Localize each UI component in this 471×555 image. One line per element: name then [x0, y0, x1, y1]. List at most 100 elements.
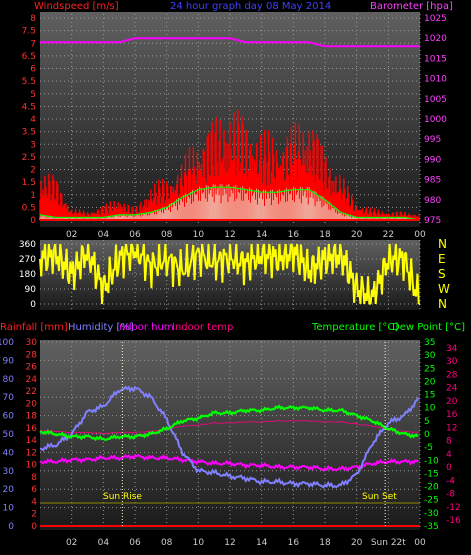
direction-trace — [101, 279, 105, 305]
direction-trace — [160, 263, 164, 270]
sunset-label: Sun Set — [362, 492, 397, 502]
direction-trace — [288, 243, 292, 262]
rainfall-tick-label: 2 — [31, 510, 37, 520]
windspeed-tick-label: 6.5 — [22, 52, 36, 62]
direction-trace — [128, 243, 133, 271]
bottom-hour-label: 18 — [319, 538, 331, 548]
direction-trace — [73, 268, 77, 290]
rainfall-tick-label: 0 — [31, 522, 37, 532]
direction-trace — [153, 257, 157, 268]
rainfall-tick-label: 22 — [26, 387, 37, 397]
direction-trace — [180, 269, 185, 275]
direction-trace — [268, 243, 272, 256]
direction-trace — [367, 276, 371, 305]
temperature-tick-label: 25 — [424, 364, 435, 374]
windspeed-tick-label: 6 — [30, 65, 36, 75]
bottom-hour-label: 12 — [224, 538, 235, 548]
windspeed-tick-label: 0 — [30, 216, 36, 226]
direction-trace — [158, 243, 162, 266]
humidity-tick-label: 70 — [3, 393, 15, 403]
temperature-tick-label: -15 — [424, 469, 439, 479]
direction-trace — [405, 252, 409, 273]
direction-trace — [274, 249, 278, 270]
direction-trace — [166, 256, 171, 265]
barometer-tick-label: 995 — [424, 135, 441, 145]
direction-trace — [87, 243, 91, 261]
direction-trace — [215, 262, 219, 281]
compass-label: N — [438, 237, 447, 251]
direction-trace — [317, 246, 321, 266]
indoor-temp-tick-label: 8 — [446, 437, 452, 447]
rainfall-tick-label: 28 — [26, 350, 38, 360]
direction-tick-label: 0 — [30, 300, 36, 310]
windspeed-tick-label: 2.5 — [22, 153, 36, 163]
humidity-line — [39, 385, 420, 489]
temperature-tick-label: 10 — [424, 404, 436, 414]
direction-trace — [139, 253, 143, 265]
direction-trace — [396, 265, 400, 276]
direction-trace — [151, 252, 155, 259]
sunrise-label: Sun Rise — [103, 492, 142, 502]
direction-trace — [44, 243, 48, 271]
direction-trace — [201, 243, 205, 254]
barometer-tick-label: 985 — [424, 176, 441, 186]
direction-trace — [59, 243, 63, 257]
direction-trace — [179, 249, 183, 270]
rainfall-tick-label: 20 — [26, 399, 38, 409]
humidity-tick-label: 20 — [3, 485, 15, 495]
temperature-tick-label: -20 — [424, 483, 439, 493]
wind-series — [39, 37, 421, 221]
indoor-temp-tick-label: 20 — [446, 397, 458, 407]
indoor-temp-tick-label: 0 — [446, 463, 452, 473]
temperature-tick-label: 0 — [424, 430, 430, 440]
windspeed-ticks: 0 0.5 1 1.5 2 2.5 3 3.5 4 4.5 5 5.5 6 6.5 7 7.5 8 — [22, 14, 37, 226]
barometer-tick-label: 980 — [424, 196, 441, 206]
humidity-tick-label: 100 — [0, 338, 14, 348]
barometer-tick-label: 1010 — [424, 75, 447, 85]
direction-trace — [229, 243, 233, 261]
temperature-ticks: -35 -30 -25 -20 -15 -10 -5 0 5 10 15 20 25 30 35 — [424, 338, 439, 532]
temperature-tick-label: 15 — [424, 391, 435, 401]
dewpoint-axis-title: Dew Point [°C] — [392, 322, 465, 333]
hour-tick-label: 02 — [66, 230, 77, 240]
indoor-temp-tick-label: 16 — [446, 410, 458, 420]
humidity-tick-label: 80 — [3, 375, 15, 385]
direction-trace — [221, 248, 225, 283]
direction-trace — [79, 245, 83, 280]
temperature-tick-label: -30 — [424, 509, 439, 519]
hour-tick-label: 22 — [383, 230, 394, 240]
top-hour-ticks: 02 04 06 08 10 12 14 16 18 20 22 00 — [66, 230, 426, 240]
rainfall-axis-title: Rainfall [mm] — [0, 322, 68, 333]
wind-average-line — [39, 186, 421, 221]
bottom-hour-label: 16 — [288, 538, 300, 548]
windspeed-tick-label: 7 — [30, 39, 36, 49]
bottom-hour-label: 04 — [98, 538, 110, 548]
direction-trace — [150, 252, 154, 289]
indoor-temp-line — [39, 419, 419, 434]
barometer-tick-label: 1020 — [424, 34, 447, 44]
barometer-tick-label: 990 — [424, 155, 441, 165]
indoor-temp-tick-label: -4 — [446, 476, 455, 486]
rainfall-tick-label: 18 — [26, 412, 38, 422]
direction-tick-label: 180 — [19, 270, 36, 280]
humidity-ticks: 0 10 20 30 40 50 60 70 80 90 100 — [0, 338, 14, 532]
direction-trace — [111, 268, 115, 285]
direction-trace — [211, 258, 215, 268]
direction-trace — [189, 255, 193, 264]
direction-trace — [194, 250, 198, 255]
compass-label: E — [438, 252, 446, 266]
direction-trace — [254, 263, 258, 270]
hour-tick-label: 06 — [129, 230, 141, 240]
barometer-line — [40, 37, 420, 48]
direction-trace — [165, 264, 169, 277]
temp-series — [39, 342, 420, 527]
temperature-tick-label: 5 — [424, 417, 430, 427]
direction-trace — [108, 256, 112, 275]
rainfall-tick-label: 24 — [26, 375, 38, 385]
direction-trace — [197, 247, 201, 254]
temperature-tick-label: -25 — [424, 496, 439, 506]
bottom-hour-label: 20 — [351, 538, 363, 548]
